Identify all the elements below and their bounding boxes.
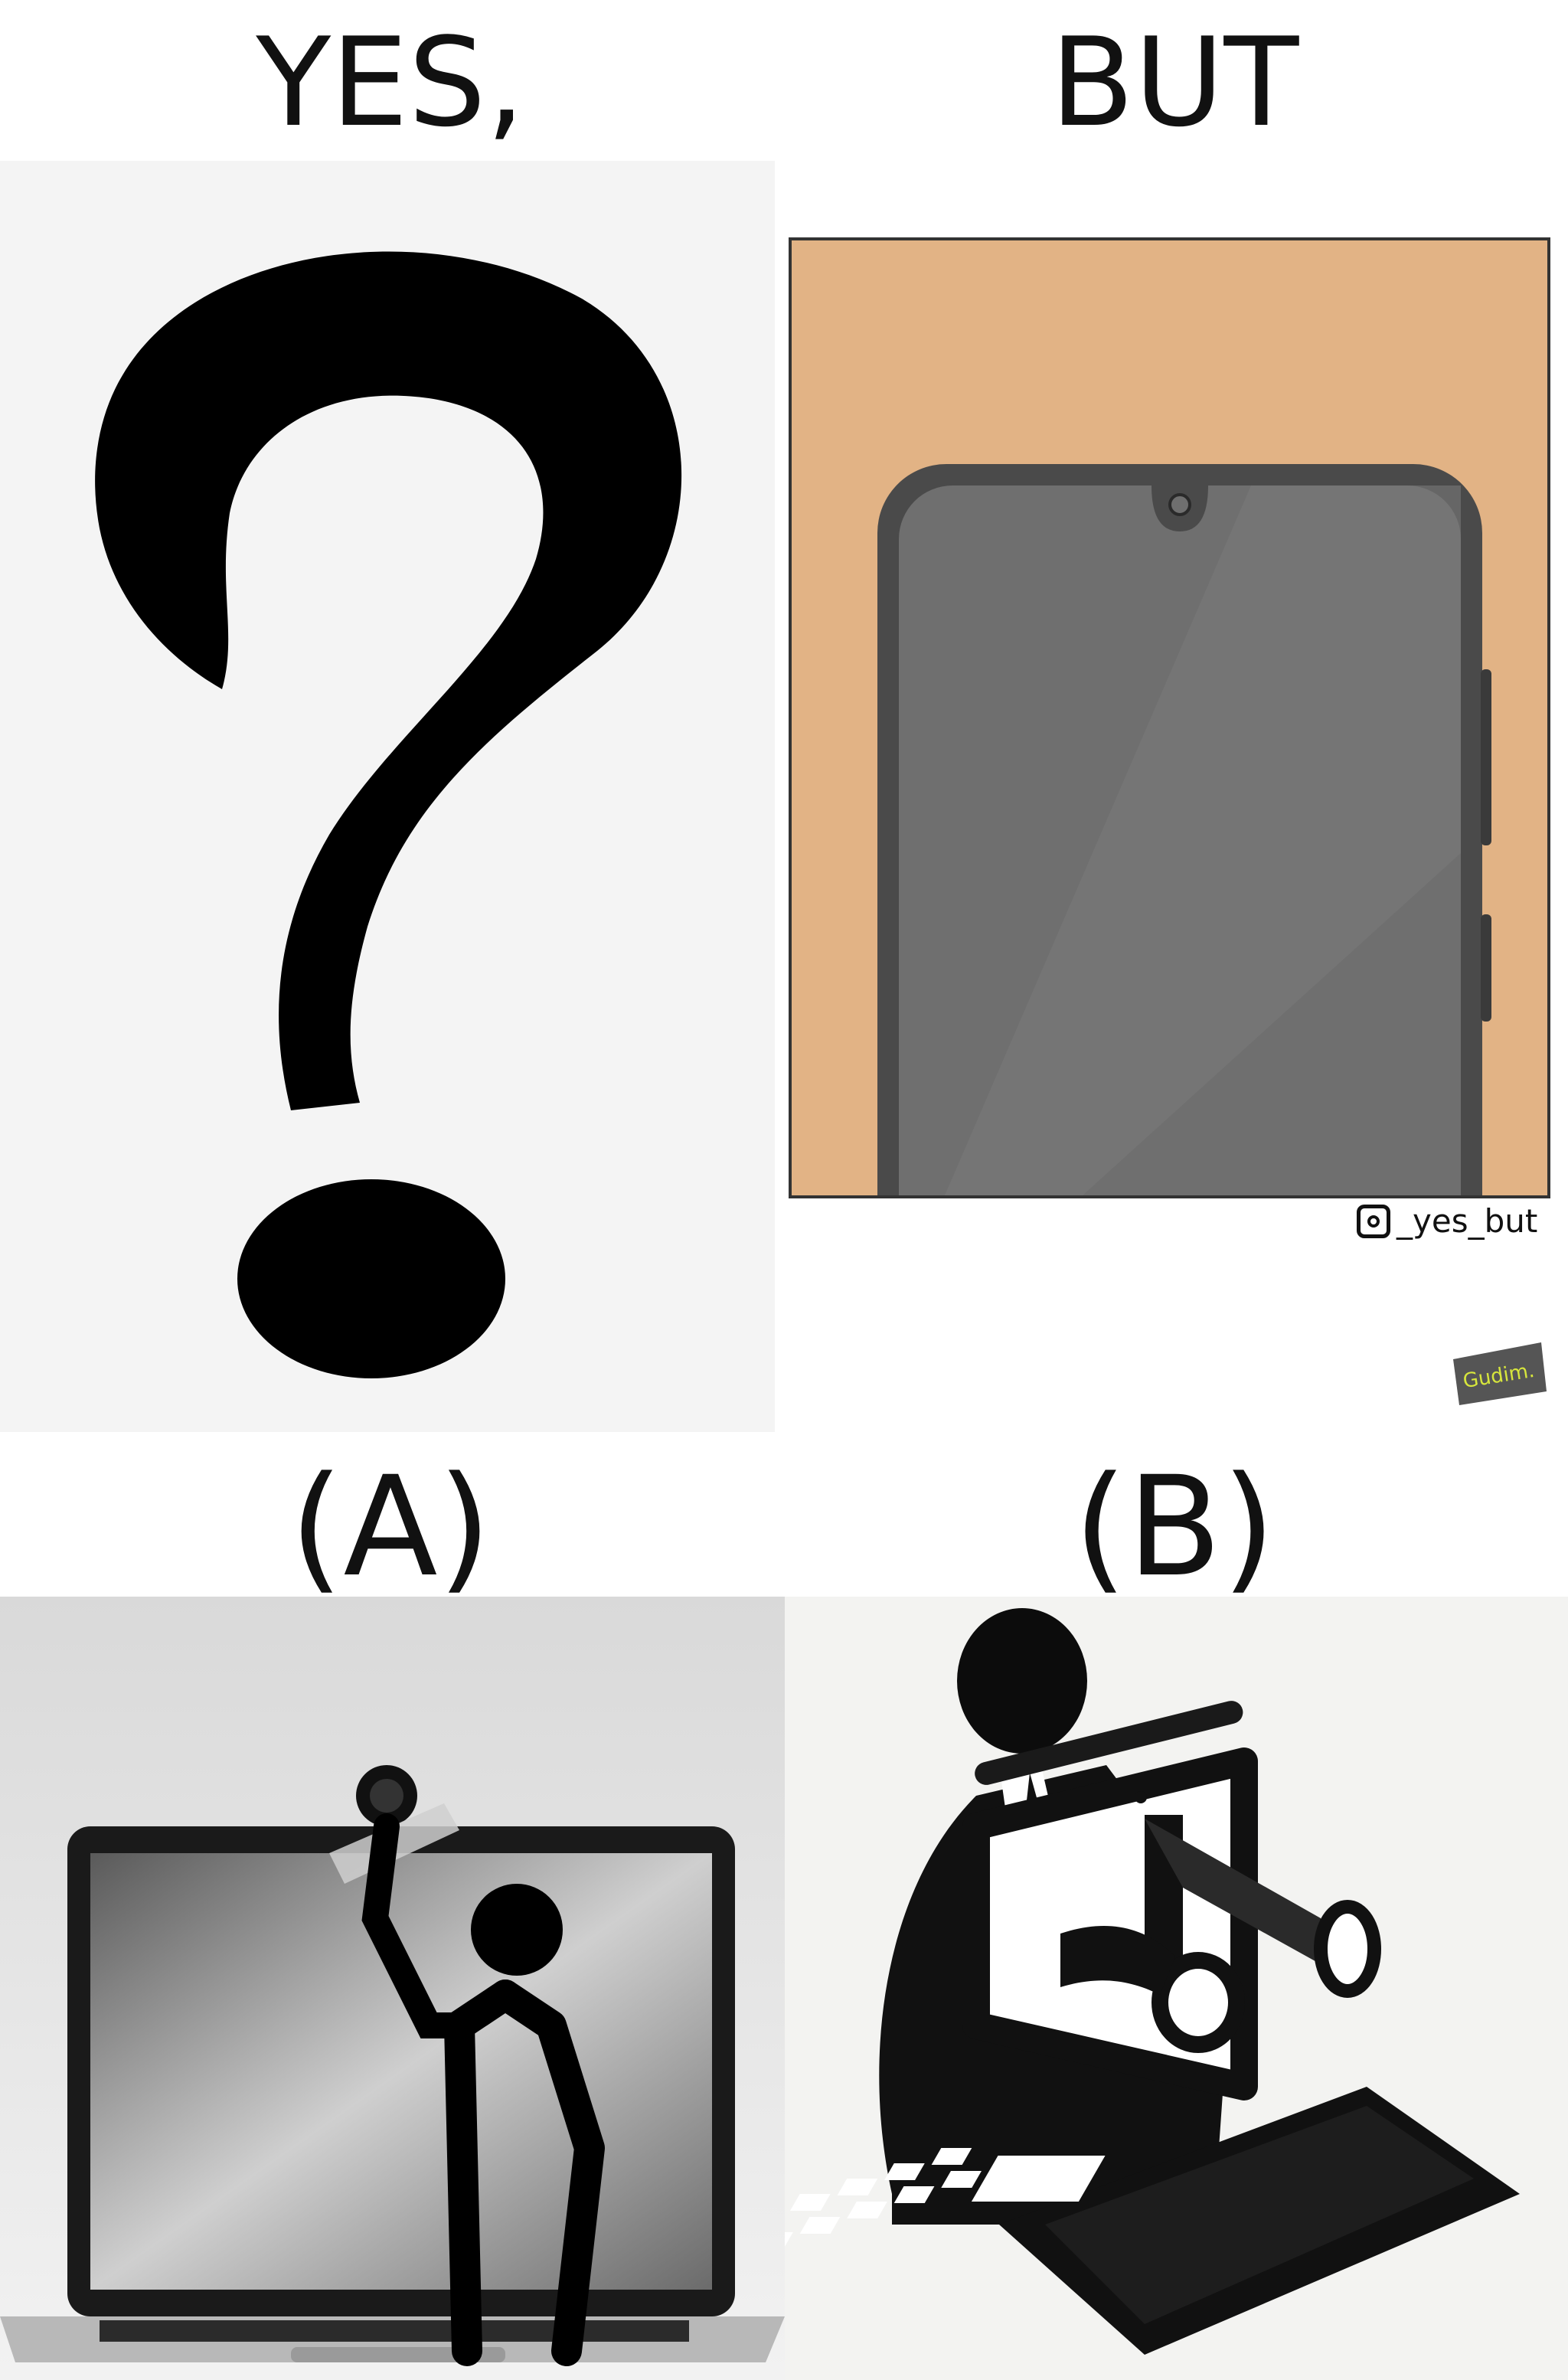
laptop-stick-figure-illustration xyxy=(0,1597,785,2380)
question-mark-illustration xyxy=(95,251,682,1378)
instagram-icon xyxy=(1357,1204,1390,1238)
phone-panel xyxy=(789,237,1550,1198)
laptop-stick-figure-panel xyxy=(0,1597,785,2380)
instagram-handle: _yes_but xyxy=(1357,1202,1537,1240)
but-heading: BUT xyxy=(1050,11,1299,154)
phone-illustration xyxy=(877,464,1491,1195)
label-b: (B) xyxy=(1073,1447,1276,1607)
yes-heading: YES, xyxy=(256,11,525,154)
man-taping-webcam-panel xyxy=(785,1597,1568,2380)
man-taping-webcam-illustration xyxy=(785,1608,1520,2355)
label-a: (A) xyxy=(289,1447,492,1607)
signature-logo: Gudim. xyxy=(1446,1336,1553,1409)
handle-text: _yes_but xyxy=(1396,1202,1538,1240)
question-mark-panel xyxy=(0,161,775,1432)
